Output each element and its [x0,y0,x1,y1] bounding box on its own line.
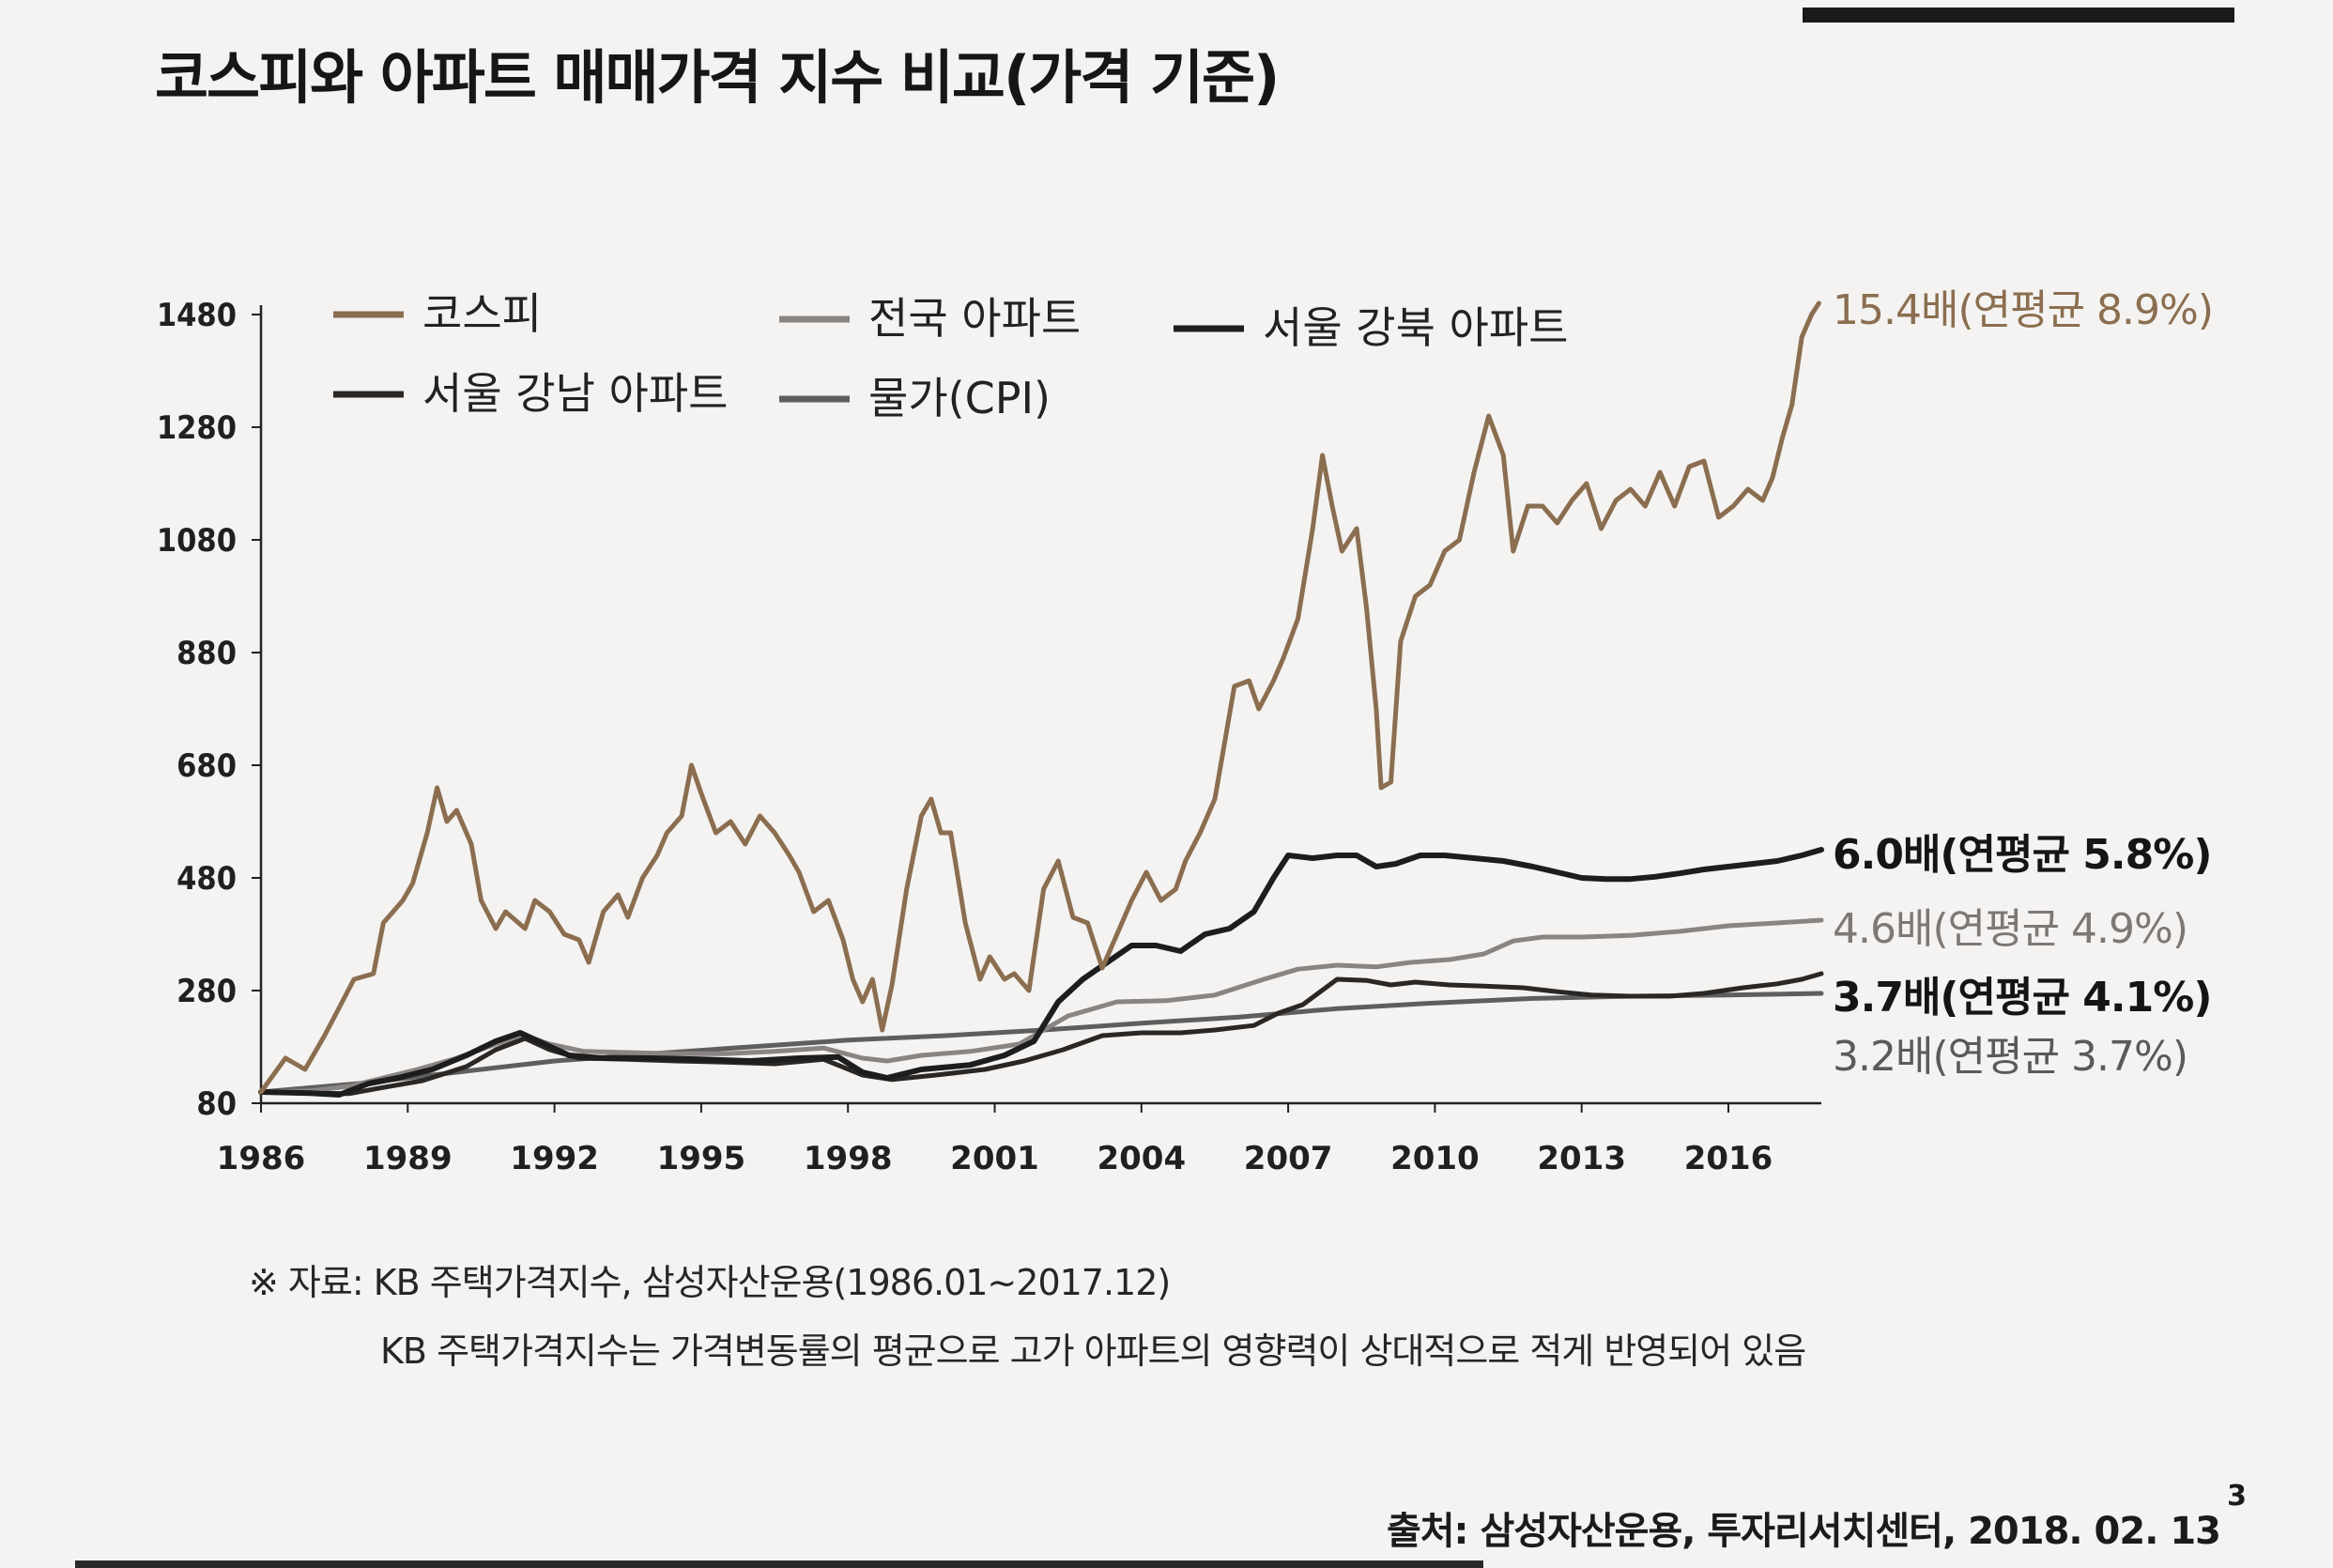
series-line-kospi [258,300,1821,1095]
footer-source: 출처: 삼성자산운용, 투자리서치센터, 2018. 02. 13 [1386,1510,2221,1553]
method-note: KB 주택가격지수는 가격변동률의 평균으로 고가 아파트의 영향력이 상대적으… [380,1330,1806,1372]
page-number: 3 [2227,1480,2247,1513]
axes: 80 280 480 680 880 1080 1280 1480 1986 1989 1992 19… [157,297,1821,1177]
end-labels: 15.4배(연평균 8.9%) 6.0배(연평균 5.8%) 4.6배(연평균 4.… [1833,286,2214,1081]
source-note: ※ 자료: KB 주택가격지수, 삼성자산운용(1986.01~2017.12) [249,1262,1171,1303]
x-tick-label: 2007 [1244,1140,1333,1177]
y-tick-label: 480 [177,860,237,898]
x-tick-label: 1995 [657,1140,746,1177]
y-tick-label: 680 [177,747,237,785]
x-tick-label: 2004 [1097,1140,1186,1177]
end-label-gangnam: 3.7배(연평균 4.1%) [1833,974,2211,1022]
legend-label-cpi: 물가(CPI) [868,373,1051,423]
x-tick-label: 1989 [363,1140,453,1177]
x-tick-label: 2001 [950,1140,1039,1177]
bottom-rule [75,1560,1483,1568]
y-tick-label: 280 [177,973,237,1010]
series-line-gangbuk [258,847,1824,1098]
y-tick-label: 1080 [157,522,237,560]
y-tick-label: 1480 [157,297,237,334]
y-tick-label: 880 [177,635,237,672]
chart-title: 코스피와 아파트 매매가격 지수 비교(가격 기준) [155,43,1280,112]
series-lines [258,300,1824,1098]
end-label-gangbuk: 6.0배(연평균 5.8%) [1833,831,2211,879]
legend-label-national_apt: 전국 아파트 [868,293,1081,344]
x-tick-label: 2013 [1537,1140,1626,1177]
legend-label-gangnam: 서울 강남 아파트 [422,368,728,419]
x-tick-label: 2016 [1684,1140,1773,1177]
x-tick-label: 1992 [510,1140,599,1177]
top-rule [1803,8,2234,23]
end-label-national_apt: 4.6배(연평균 4.9%) [1833,905,2187,953]
legend-label-kospi: 코스피 [422,288,542,339]
y-tick-label: 1280 [157,409,237,447]
series-line-national_apt [258,917,1824,1095]
series-line-gangnam [258,971,1824,1097]
x-tick-label: 1998 [804,1140,893,1177]
x-tick-label: 2010 [1390,1140,1480,1177]
y-tick-label: 80 [196,1085,237,1123]
end-label-cpi: 3.2배(연평균 3.7%) [1833,1033,2187,1081]
end-label-kospi: 15.4배(연평균 8.9%) [1833,286,2213,334]
x-tick-label: 1986 [217,1140,306,1177]
legend-label-gangbuk: 서울 강북 아파트 [1263,302,1568,353]
